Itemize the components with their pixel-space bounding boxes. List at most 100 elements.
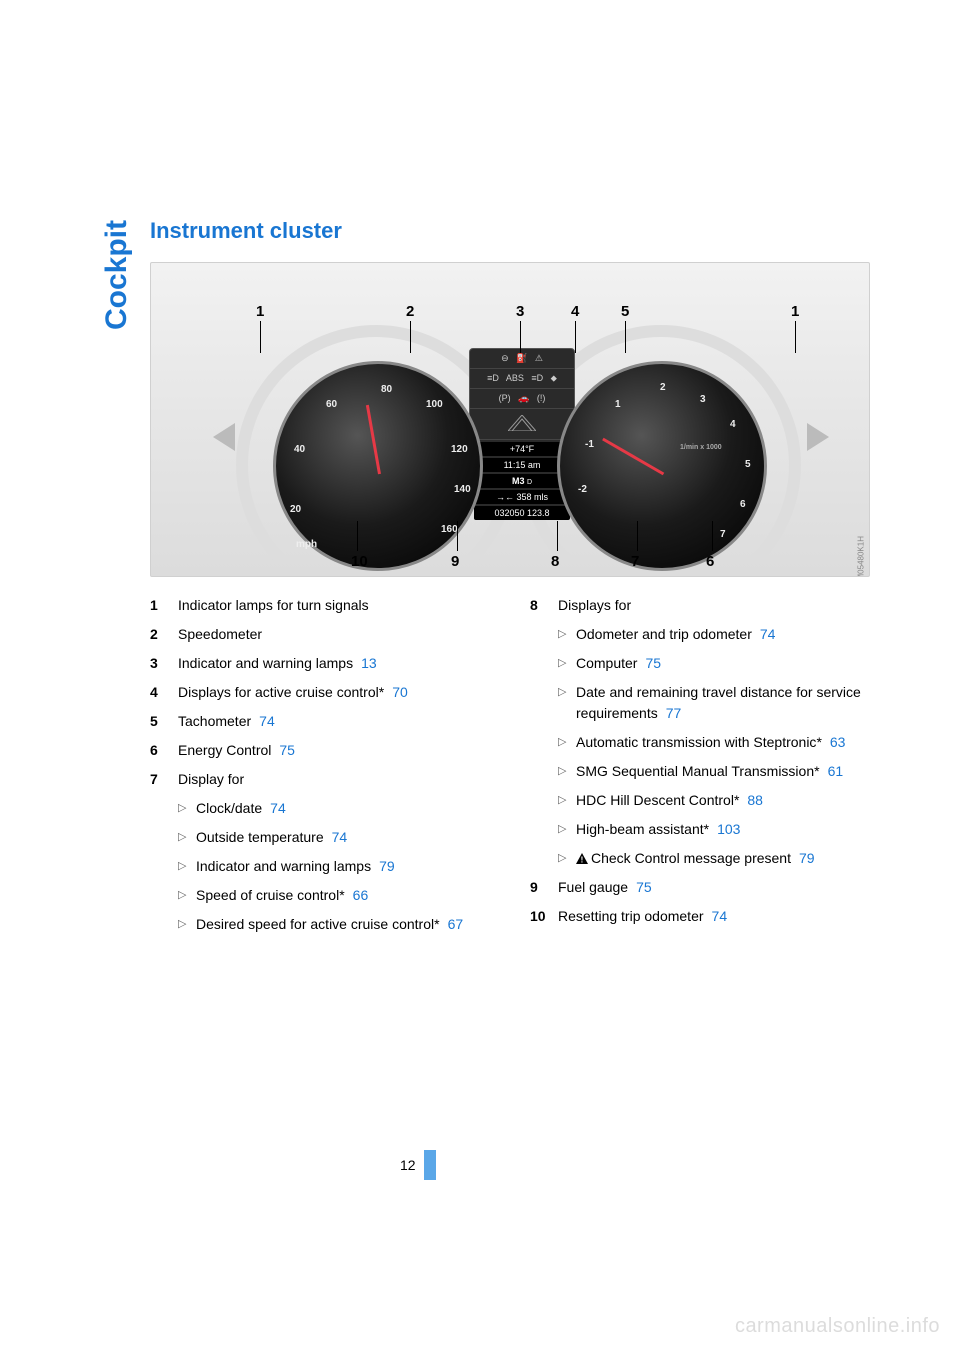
legend-subitem: ▷SMG Sequential Manual Transmission*61: [530, 761, 870, 782]
legend-subitem-text: Date and remaining travel distance for s…: [576, 682, 870, 724]
legend-subitem: ▷Automatic transmission with Steptronic*…: [530, 732, 870, 753]
figure-callout-label: 1: [256, 303, 264, 320]
page-reference-link[interactable]: 13: [361, 655, 377, 671]
page-reference-link[interactable]: 66: [353, 887, 369, 903]
optional-star-icon: *: [816, 734, 821, 750]
legend-subitem-text: Automatic transmission with Steptronic*6…: [576, 732, 870, 753]
legend-item: 2Speedometer: [150, 624, 490, 645]
warning-triangle-icon: !: [576, 853, 588, 864]
triangle-bullet-icon: ▷: [558, 761, 576, 782]
page-reference-link[interactable]: 74: [760, 626, 776, 642]
legend-subitem: ▷HDC Hill Descent Control*88: [530, 790, 870, 811]
page-reference-link[interactable]: 75: [645, 655, 661, 671]
page-reference-link[interactable]: 75: [636, 879, 652, 895]
warning-lamp-row: ≡D ABS ≡D ⬥: [470, 369, 574, 389]
page-number: 12: [400, 1157, 416, 1173]
triangle-bullet-icon: ▷: [558, 624, 576, 645]
warning-lamp-row: (P) 🚗 (!): [470, 389, 574, 409]
figure-callout-label: 5: [621, 303, 629, 320]
triangle-bullet-icon: ▷: [558, 819, 576, 840]
legend-item: 1Indicator lamps for turn signals: [150, 595, 490, 616]
optional-star-icon: *: [734, 792, 739, 808]
triangle-bullet-icon: ▷: [558, 732, 576, 753]
optional-star-icon: *: [704, 821, 709, 837]
legend-subitem: ▷Desired speed for active cruise control…: [150, 914, 490, 935]
figure-callout-label: 4: [571, 303, 579, 320]
triangle-bullet-icon: ▷: [178, 914, 196, 935]
triangle-bullet-icon: ▷: [558, 653, 576, 674]
legend-subitem: ▷High-beam assistant*103: [530, 819, 870, 840]
legend-item-number: 9: [530, 877, 558, 898]
site-watermark: carmanualsonline.info: [735, 1315, 940, 1338]
legend-item: 9Fuel gauge75: [530, 877, 870, 898]
legend-subitem: ▷Outside temperature74: [150, 827, 490, 848]
legend-subitem-text: SMG Sequential Manual Transmission*61: [576, 761, 870, 782]
figure-callout-label: 10: [351, 553, 368, 570]
legend-item-text: Tachometer74: [178, 711, 490, 732]
odometer-display: 032050 123.8: [474, 506, 570, 520]
legend-item-number: 4: [150, 682, 178, 703]
optional-star-icon: *: [339, 887, 344, 903]
optional-star-icon: *: [434, 916, 439, 932]
legend-item-number: 7: [150, 769, 178, 790]
triangle-bullet-icon: ▷: [178, 885, 196, 906]
time-display: 11:15 am: [474, 458, 570, 472]
legend-item-text: Displays for active cruise control*70: [178, 682, 490, 703]
page-reference-link[interactable]: 63: [830, 734, 846, 750]
page-reference-link[interactable]: 75: [279, 742, 295, 758]
page-reference-link[interactable]: 61: [828, 763, 844, 779]
figure-callout-label: 6: [706, 553, 714, 570]
page-reference-link[interactable]: 88: [747, 792, 763, 808]
figure-callout-label: 7: [631, 553, 639, 570]
figure-callout-label: 2: [406, 303, 414, 320]
page-reference-link[interactable]: 103: [717, 821, 740, 837]
legend-subitem: ▷Speed of cruise control*66: [150, 885, 490, 906]
legend-item-number: 5: [150, 711, 178, 732]
page-reference-link[interactable]: 67: [448, 916, 464, 932]
figure-callout-label: 9: [451, 553, 459, 570]
legend-item: 7Display for: [150, 769, 490, 790]
legend-item-text: Displays for: [558, 595, 870, 616]
figure-callout-label: 3: [516, 303, 524, 320]
legend-subitem-text: Odometer and trip odometer74: [576, 624, 870, 645]
page-reference-link[interactable]: 79: [799, 850, 815, 866]
legend-item-number: 10: [530, 906, 558, 927]
triangle-bullet-icon: ▷: [558, 848, 576, 869]
page-number-bar: [424, 1150, 436, 1180]
legend-subitem: ▷Indicator and warning lamps79: [150, 856, 490, 877]
page-reference-link[interactable]: 74: [270, 800, 286, 816]
legend-item: 5Tachometer74: [150, 711, 490, 732]
triangle-bullet-icon: ▷: [558, 790, 576, 811]
page-reference-link[interactable]: 74: [259, 713, 275, 729]
legend-columns: 1Indicator lamps for turn signals 2Speedo…: [150, 595, 870, 943]
hud-triangle-icon: [470, 409, 574, 440]
legend-item-number: 1: [150, 595, 178, 616]
legend-subitem-text: Indicator and warning lamps79: [196, 856, 490, 877]
page-reference-link[interactable]: 79: [379, 858, 395, 874]
triangle-bullet-icon: ▷: [178, 798, 196, 819]
legend-item-text: Speedometer: [178, 624, 490, 645]
legend-item-number: 2: [150, 624, 178, 645]
legend-item: 3Indicator and warning lamps13: [150, 653, 490, 674]
legend-subitem-text: High-beam assistant*103: [576, 819, 870, 840]
legend-subitem: ▷Odometer and trip odometer74: [530, 624, 870, 645]
page-reference-link[interactable]: 77: [666, 705, 682, 721]
legend-item: 10Resetting trip odometer74: [530, 906, 870, 927]
page-reference-link[interactable]: 74: [332, 829, 348, 845]
legend-subitem: ▷Date and remaining travel distance for …: [530, 682, 870, 724]
page-content: Instrument cluster ⊖ ⛽ ⚠≡D ABS ≡D ⬥(P) 🚗…: [150, 218, 870, 943]
legend-item-text: Fuel gauge75: [558, 877, 870, 898]
legend-subitem-text: !Check Control message present79: [576, 848, 870, 869]
legend-item-text: Display for: [178, 769, 490, 790]
legend-subitem-text: Outside temperature74: [196, 827, 490, 848]
page-reference-link[interactable]: 74: [712, 908, 728, 924]
page-reference-link[interactable]: 70: [392, 684, 408, 700]
turn-right-icon: [807, 423, 829, 451]
legend-item: 4Displays for active cruise control*70: [150, 682, 490, 703]
figure-watermark: M05480K1H: [856, 536, 865, 577]
legend-item: 6Energy Control75: [150, 740, 490, 761]
legend-item-number: 3: [150, 653, 178, 674]
legend-subitem: ▷!Check Control message present79: [530, 848, 870, 869]
instrument-cluster-figure: ⊖ ⛽ ⚠≡D ABS ≡D ⬥(P) 🚗 (!)+74°F11:15 amM3…: [150, 262, 870, 577]
legend-subitem-text: Speed of cruise control*66: [196, 885, 490, 906]
